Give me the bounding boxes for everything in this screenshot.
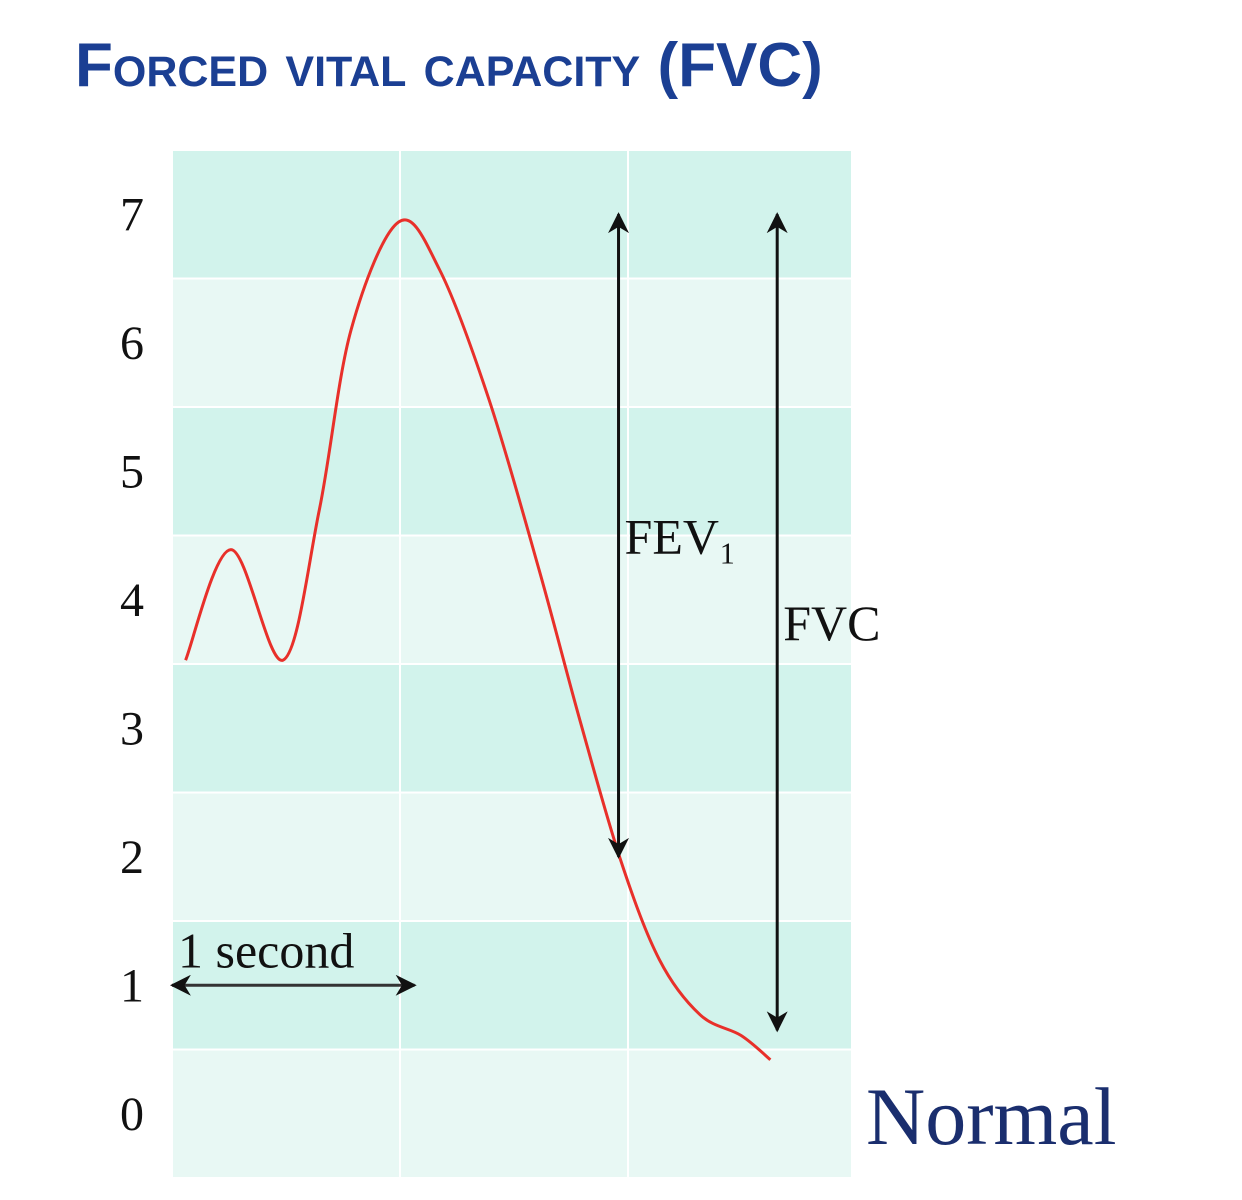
bands	[171, 149, 853, 1179]
band	[171, 149, 853, 280]
y-tick-label: 7	[120, 188, 144, 241]
chart-title: Forced vital capacity (FVC)	[75, 31, 823, 100]
y-tick-label: 6	[120, 317, 144, 370]
caption: Normal	[866, 1071, 1116, 1162]
y-tick-label: 1	[120, 959, 144, 1012]
band	[171, 534, 853, 665]
time-label: 1 second	[178, 922, 354, 978]
band	[171, 663, 853, 794]
y-tick-label: 5	[120, 445, 144, 498]
arrow-label: FVC	[783, 595, 880, 651]
band	[171, 277, 853, 408]
curve	[184, 218, 772, 1061]
band	[171, 1048, 853, 1179]
y-tick-label: 3	[120, 702, 144, 755]
plot: 0 1 2 3 4 5 6 7 FEV₁ FVC 1 second	[120, 188, 880, 1141]
y-tick-label: 0	[120, 1088, 144, 1141]
band	[171, 791, 853, 922]
y-tick-label: 4	[120, 574, 144, 627]
arrow-label: FEV₁	[625, 509, 737, 565]
y-tick-label: 2	[120, 831, 144, 884]
